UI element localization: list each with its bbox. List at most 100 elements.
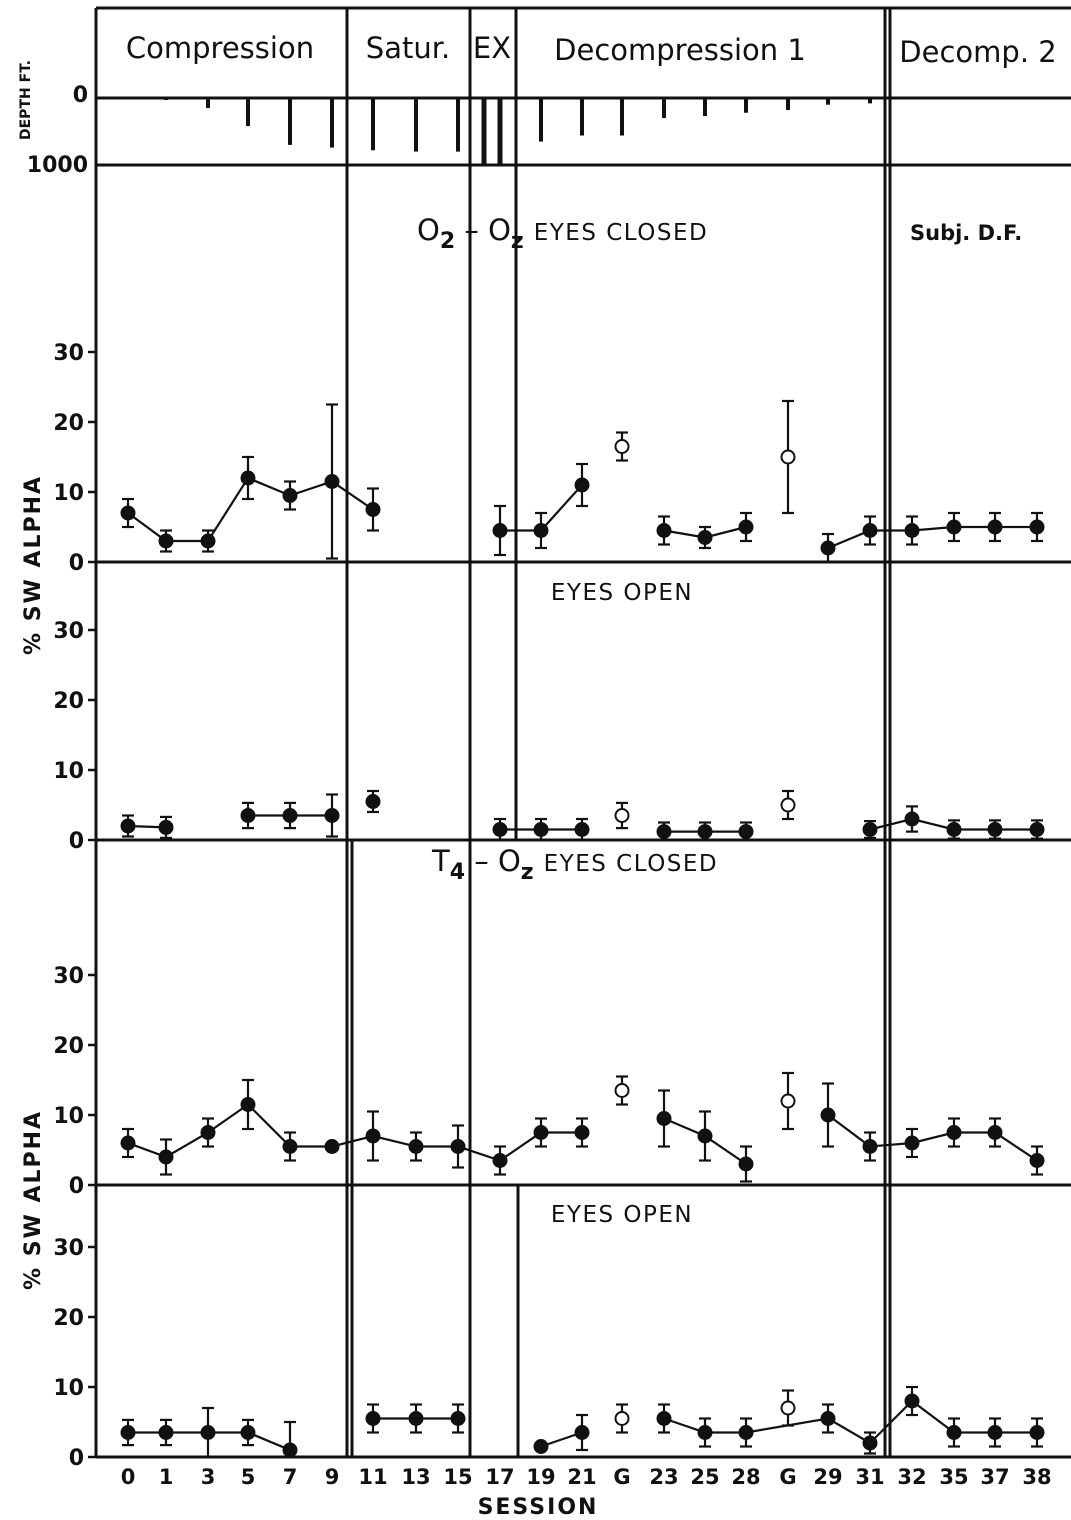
data-point [492,523,508,538]
data-point [987,519,1003,535]
open-data-point [780,449,796,465]
data-point [697,1128,713,1144]
series-panel-1 [120,789,1045,842]
data-point [697,1425,713,1440]
data-point [1029,519,1045,535]
x-tick-label: 5 [241,1465,256,1489]
panel-title-o2-oz-eyes-closed: O2 – Oz EYES CLOSED [417,213,708,254]
data-point [946,519,962,535]
x-tick-label: 1 [159,1465,174,1489]
x-tick-label: 31 [855,1465,884,1489]
series-panel-3 [120,1385,1045,1459]
data-point [574,1125,590,1140]
data-point [946,822,962,837]
y-tick-label: 30 [53,341,84,366]
series-line [827,1114,1038,1162]
y-tick-label: 10 [53,1376,84,1401]
data-point [946,1125,962,1140]
phase-label-decompression-2: Decomp. 2 [899,35,1056,69]
y-tick-label: 20 [53,1306,84,1331]
data-point [987,1125,1003,1140]
data-point [820,1411,836,1426]
data-point [656,1411,672,1426]
data-point [365,502,381,517]
data-point [365,1128,381,1144]
data-point [987,822,1003,837]
phase-header: Compression Satur. EX Decompression 1 De… [126,31,1057,69]
data-point [738,1425,754,1440]
phase-label-decompression-1: Decompression 1 [554,33,806,67]
data-point [158,533,174,549]
open-data-point [780,1093,796,1109]
x-tick-label: 28 [731,1465,760,1489]
data-point [120,818,136,834]
y-tick-label: 30 [53,964,84,989]
series-line [827,525,1037,550]
data-point [904,1135,920,1151]
data-point [1029,1153,1045,1168]
y-tick-label: 0 [69,1174,84,1199]
data-point [738,824,754,840]
data-point [240,808,256,823]
data-point [656,1111,672,1126]
data-point [120,1425,136,1440]
data-point [862,1139,878,1154]
phase-label-saturation: Satur. [366,31,450,65]
data-point [324,808,340,823]
x-tick-label: 32 [897,1465,926,1489]
data-point [365,1411,381,1426]
data-point [574,1425,590,1440]
data-point [862,523,878,538]
x-tick-label: 15 [443,1465,472,1489]
y-tick-label: 0 [69,1446,84,1471]
x-tick-label: 25 [690,1465,719,1489]
open-data-point [780,1400,796,1416]
panel-title-eyes-open-1: EYES OPEN [551,580,693,606]
x-tick-label: 17 [485,1465,514,1489]
data-point [240,470,256,486]
series-line [127,1103,582,1162]
data-point [738,519,754,535]
x-tick-label: 3 [201,1465,216,1489]
data-point [450,1139,466,1154]
data-point [240,1425,256,1440]
data-point [408,1139,424,1154]
data-point [656,523,672,538]
x-tick-label: 38 [1022,1465,1051,1489]
data-point [574,477,590,493]
data-point [450,1411,466,1426]
data-point [120,1135,136,1151]
depth-tick-1000: 1000 [27,153,88,178]
data-point [408,1411,424,1426]
data-point [656,824,672,840]
data-point [324,474,340,489]
open-data-point [614,808,630,823]
x-tick-label: G [613,1465,630,1489]
data-point [120,505,136,521]
depth-bars [126,98,872,165]
panel-title-eyes-open-2: EYES OPEN [551,1202,693,1228]
x-tick-label: 35 [939,1465,968,1489]
y-tick-label: 0 [69,829,84,854]
y-tick-label: 10 [53,759,84,784]
data-point [533,1439,549,1454]
x-tick-label: 9 [325,1465,340,1489]
open-data-point [614,1083,630,1098]
data-point [324,1139,340,1154]
panel-titles: O2 – Oz EYES CLOSED Subj. D.F. EYES OPEN … [417,213,1022,1228]
data-point [574,822,590,837]
data-point [946,1425,962,1440]
data-point [200,533,216,549]
y-axis-title-top: % SW ALPHA [21,475,46,655]
data-point [697,530,713,545]
y-tick-label: 30 [53,619,84,644]
data-point [282,488,298,503]
y-tick-label: 10 [53,1104,84,1129]
x-tick-label: 21 [567,1465,596,1489]
data-point [200,1125,216,1140]
y-axis-title-bottom: % SW ALPHA [21,1110,46,1290]
data-layer [120,399,1045,1459]
y-tick-label: 10 [53,481,84,506]
data-point [200,1425,216,1440]
